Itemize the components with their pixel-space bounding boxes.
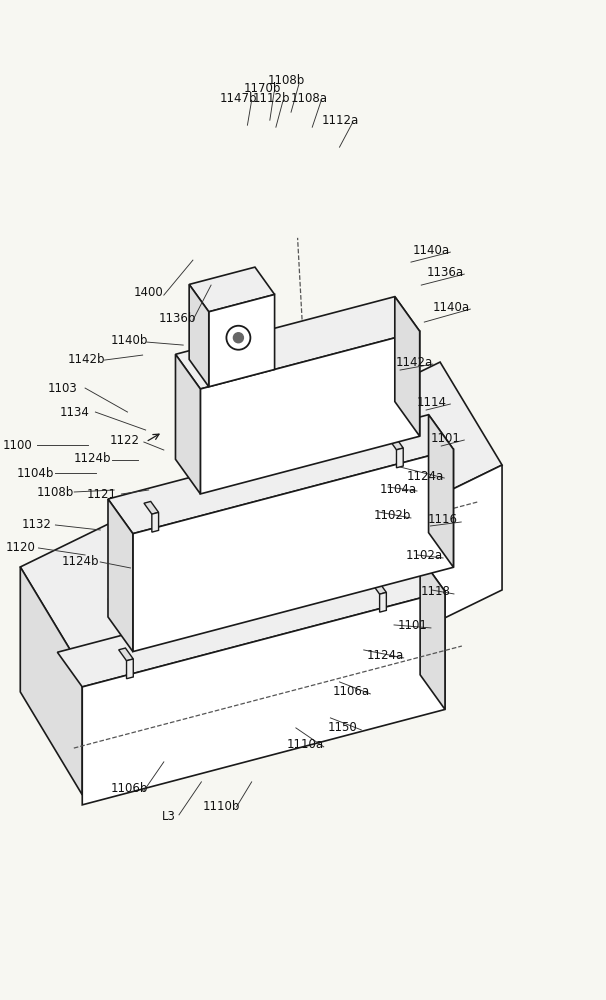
Text: 1132: 1132 xyxy=(22,518,52,531)
Text: 1142b: 1142b xyxy=(67,353,105,366)
Polygon shape xyxy=(176,354,201,494)
Text: 1104a: 1104a xyxy=(380,483,417,496)
Text: 1101: 1101 xyxy=(430,432,461,445)
Text: 1112b: 1112b xyxy=(252,92,290,105)
Text: 1102b: 1102b xyxy=(374,509,411,522)
Polygon shape xyxy=(189,267,275,312)
Text: 1124a: 1124a xyxy=(366,649,404,662)
Text: 1140a: 1140a xyxy=(413,244,450,257)
Polygon shape xyxy=(108,415,453,534)
Text: 1106b: 1106b xyxy=(111,782,148,795)
Polygon shape xyxy=(371,581,387,594)
Polygon shape xyxy=(20,567,82,795)
Polygon shape xyxy=(144,501,159,514)
Text: 1124b: 1124b xyxy=(73,452,111,465)
Polygon shape xyxy=(58,557,445,687)
Polygon shape xyxy=(201,331,420,494)
Polygon shape xyxy=(396,448,403,468)
Text: 1108a: 1108a xyxy=(291,92,328,105)
Text: 1170b: 1170b xyxy=(243,82,281,95)
Polygon shape xyxy=(379,592,387,612)
Text: 1142a: 1142a xyxy=(395,356,433,369)
Text: 1136a: 1136a xyxy=(427,266,464,279)
Text: 1118: 1118 xyxy=(420,585,450,598)
Text: 1134: 1134 xyxy=(59,406,89,419)
Polygon shape xyxy=(108,499,133,652)
Text: 1121: 1121 xyxy=(87,488,117,501)
Polygon shape xyxy=(82,465,502,795)
Polygon shape xyxy=(82,591,445,805)
Polygon shape xyxy=(388,437,403,450)
Text: 1140a: 1140a xyxy=(433,301,470,314)
Text: 1114: 1114 xyxy=(416,396,447,409)
Text: 1110b: 1110b xyxy=(202,800,240,813)
Text: 1147b: 1147b xyxy=(219,92,257,105)
Polygon shape xyxy=(119,648,133,661)
Polygon shape xyxy=(189,284,209,387)
Polygon shape xyxy=(420,557,445,709)
Polygon shape xyxy=(176,297,420,389)
Text: 1104b: 1104b xyxy=(17,467,54,480)
Text: 1110a: 1110a xyxy=(287,738,324,751)
Text: L3: L3 xyxy=(162,810,176,823)
Polygon shape xyxy=(133,449,453,652)
Text: 1150: 1150 xyxy=(328,721,358,734)
Text: 1108b: 1108b xyxy=(36,486,73,499)
Text: 1116: 1116 xyxy=(427,513,458,526)
Text: 1122: 1122 xyxy=(110,434,139,447)
Text: 1100: 1100 xyxy=(2,439,32,452)
Text: 1106a: 1106a xyxy=(333,685,370,698)
Polygon shape xyxy=(20,362,502,670)
Text: 1140b: 1140b xyxy=(111,334,148,347)
Text: 1124a: 1124a xyxy=(407,470,444,483)
Circle shape xyxy=(233,333,244,343)
Text: 1136b: 1136b xyxy=(159,312,196,325)
Polygon shape xyxy=(428,415,453,567)
Text: 1101: 1101 xyxy=(398,619,427,632)
Polygon shape xyxy=(127,659,133,679)
Text: 1112a: 1112a xyxy=(322,114,359,127)
Text: 1103: 1103 xyxy=(48,382,78,395)
Text: 1108b: 1108b xyxy=(268,74,305,87)
Text: 1124b: 1124b xyxy=(62,555,99,568)
Text: 1102a: 1102a xyxy=(406,549,443,562)
Polygon shape xyxy=(152,512,159,532)
Polygon shape xyxy=(395,297,420,436)
Text: 1400: 1400 xyxy=(134,286,164,299)
Polygon shape xyxy=(209,294,275,387)
Text: 1120: 1120 xyxy=(5,541,35,554)
